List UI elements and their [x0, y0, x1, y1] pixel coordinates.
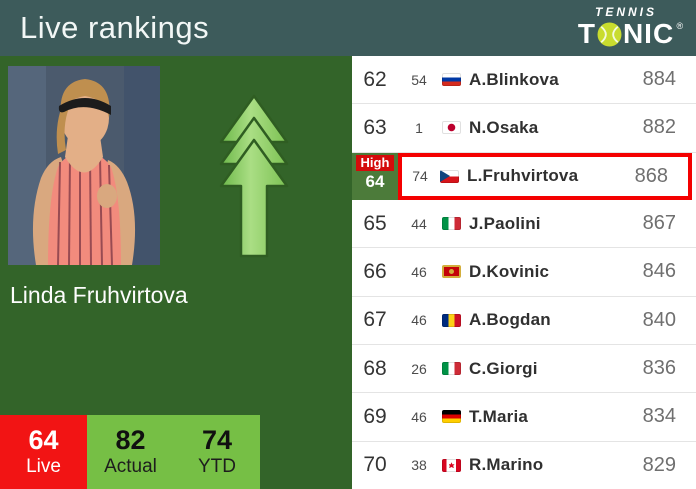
- points-value: 834: [642, 405, 676, 428]
- rank-value: 62: [363, 67, 387, 91]
- seed-value: 46: [411, 408, 427, 425]
- seed-value: 38: [411, 457, 427, 474]
- rank-stats: 64 Live 82 Actual 74 YTD: [0, 415, 260, 489]
- career-high-rank-cell: High 64: [352, 152, 398, 200]
- rank-value: 68: [363, 356, 387, 380]
- seed-value: 46: [411, 263, 427, 280]
- player-name: A.Blinkova: [469, 69, 559, 89]
- logo-tonic-text: T NIC ®: [577, 18, 683, 49]
- table-row[interactable]: 69 46 T.Maria 834: [352, 393, 696, 442]
- flag-icon: [442, 217, 461, 231]
- points-value: 836: [642, 357, 676, 380]
- live-rank-label: Live: [26, 456, 61, 477]
- player-photo: [8, 66, 160, 265]
- ytd-rank-label: YTD: [198, 456, 236, 477]
- rank-value: 65: [363, 211, 387, 235]
- table-row[interactable]: 68 26 C.Giorgi 836: [352, 345, 696, 394]
- points-value: 868: [634, 164, 668, 187]
- player-name: Linda Fruhvirtova: [10, 282, 188, 308]
- flag-icon: [442, 265, 461, 279]
- seed-value: 26: [411, 360, 427, 377]
- flag-icon: [442, 362, 461, 376]
- table-row[interactable]: 70 38 R.Marino 829: [352, 442, 696, 489]
- flag-icon: [442, 410, 461, 424]
- rank-value: 63: [363, 115, 387, 139]
- actual-rank-value: 82: [115, 425, 146, 455]
- table-row-highlighted[interactable]: High 64 74 L.Fruhvirtova 868: [352, 152, 696, 200]
- flag-icon: [440, 169, 459, 183]
- stat-live: 64 Live: [0, 415, 87, 489]
- seed-value: 54: [411, 71, 427, 88]
- points-value: 846: [642, 260, 676, 283]
- logo-tennis-text: TENNIS: [594, 5, 657, 19]
- high-badge: High: [355, 154, 395, 171]
- player-name: A.Bogdan: [469, 310, 551, 330]
- player-name: R.Marino: [469, 455, 544, 475]
- player-name: T.Maria: [469, 406, 529, 426]
- rank-value: 66: [363, 259, 387, 283]
- registered-mark: ®: [676, 21, 685, 31]
- points-value: 829: [642, 453, 676, 476]
- player-panel: Linda Fruhvirtova 64: [0, 56, 352, 489]
- table-row[interactable]: 63 1 N.Osaka 882: [352, 104, 696, 153]
- table-row[interactable]: 62 54 A.Blinkova 884: [352, 56, 696, 105]
- live-rank-value: 64: [28, 425, 59, 455]
- seed-value: 44: [411, 215, 427, 232]
- flag-icon: [442, 458, 461, 472]
- player-name: J.Paolini: [469, 213, 541, 233]
- flag-icon: [442, 313, 461, 327]
- table-row[interactable]: 66 46 D.Kovinic 846: [352, 248, 696, 297]
- seed-value: 1: [415, 119, 423, 136]
- player-name: D.Kovinic: [469, 261, 550, 281]
- tennis-ball-icon: [597, 22, 622, 47]
- table-row[interactable]: 65 44 J.Paolini 867: [352, 200, 696, 249]
- points-value: 840: [642, 308, 676, 331]
- seed-value: 46: [411, 312, 427, 329]
- page-title: Live rankings: [20, 10, 210, 45]
- flag-icon: [442, 121, 461, 135]
- ytd-rank-value: 74: [201, 425, 233, 455]
- header: Live rankings TENNIS T NIC ®: [0, 0, 696, 56]
- player-name: C.Giorgi: [469, 358, 538, 378]
- points-value: 867: [642, 212, 676, 235]
- seed-value: 74: [412, 168, 428, 185]
- logo-letter-t: T: [577, 18, 596, 49]
- rank-value: 70: [363, 453, 387, 477]
- player-name: N.Osaka: [469, 117, 539, 137]
- stat-ytd: 74 YTD: [174, 415, 260, 489]
- rankings-table: 62 54 A.Blinkova 884 63 1 N.Osaka 882 Hi…: [352, 56, 696, 489]
- logo-letters-nic: NIC: [622, 18, 675, 49]
- player-name: L.Fruhvirtova: [467, 166, 579, 186]
- tennis-tonic-logo[interactable]: TENNIS T NIC ®: [568, 5, 684, 49]
- highlight-border-box: 74 L.Fruhvirtova 868: [398, 152, 692, 200]
- rank-value: 64: [365, 171, 385, 191]
- points-value: 882: [642, 116, 676, 139]
- table-row[interactable]: 67 46 A.Bogdan 840: [352, 297, 696, 345]
- stat-actual: 82 Actual: [87, 415, 174, 489]
- rank-value: 69: [363, 404, 387, 428]
- rank-up-arrow-icon: [218, 93, 290, 264]
- rank-value: 67: [363, 308, 387, 332]
- actual-rank-label: Actual: [104, 456, 157, 477]
- points-value: 884: [642, 68, 676, 91]
- flag-icon: [442, 73, 461, 87]
